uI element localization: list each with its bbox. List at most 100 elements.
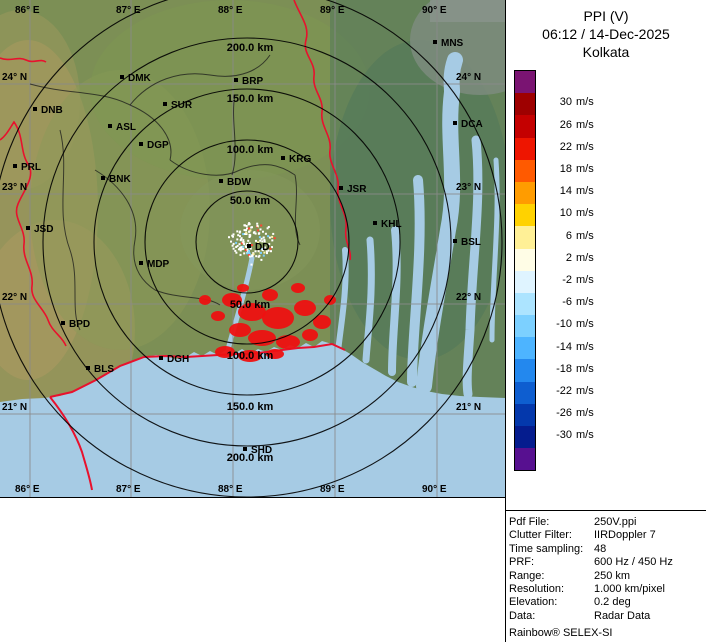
station-marker-BLS [86, 366, 90, 370]
legend-entry: -18 m/s [556, 362, 594, 375]
station-marker-BDW [219, 179, 223, 183]
echo-pixel [260, 224, 263, 227]
station-marker-DGH [159, 356, 163, 360]
info-label: Clutter Filter: [509, 529, 572, 542]
info-row: Resolution: 1.000 km/pixel [509, 583, 704, 596]
range-ring [0, 0, 503, 497]
lon-label-top: 88° E [218, 5, 243, 16]
sea [0, 341, 505, 497]
side-panel: PPI (V) 06:12 / 14-Dec-2025 Kolkata 30 m/… [505, 0, 706, 642]
legend-color-cell [515, 448, 535, 471]
echo-pixel [262, 254, 265, 257]
echo-pixel [234, 249, 237, 252]
echo-pixel [259, 228, 262, 231]
legend-entry: 18 m/s [559, 162, 594, 175]
echo-pixel [242, 245, 244, 248]
station-marker-BNK [101, 176, 105, 180]
info-row: Clutter Filter: IIRDoppler 7 [509, 529, 704, 542]
echo-pixel [260, 258, 263, 261]
info-value: 1.000 km/pixel [594, 583, 665, 596]
echo-pixel [243, 229, 246, 232]
echo-pixel [245, 229, 247, 232]
lat-label-right: 24° N [456, 72, 481, 83]
echo-pixel [236, 244, 239, 247]
legend-color-cell [515, 204, 535, 227]
graticule [0, 0, 505, 497]
echo-pixel [242, 239, 245, 242]
echo-pixel [243, 233, 246, 235]
info-row: Time sampling: 48 [509, 543, 704, 556]
station-label-JSD: JSD [34, 224, 53, 235]
echo-pixel [271, 235, 274, 238]
station-label-DMK: DMK [128, 73, 152, 84]
station-label-MDP: MDP [147, 259, 170, 270]
echo-pixel [260, 237, 263, 240]
lon-label-bottom: 90° E [422, 484, 447, 495]
echo-pixel [268, 236, 271, 239]
lon-label-top: 90° E [422, 5, 447, 16]
range-label-top: 50.0 km [230, 195, 271, 207]
range-ring [144, 139, 350, 345]
echo-pixel [255, 239, 257, 242]
range-label-top: 100.0 km [227, 144, 274, 156]
legend-entry: -2 m/s [562, 273, 594, 286]
station-marker-DNB [33, 107, 37, 111]
echo-pixel [242, 247, 245, 250]
station-label-BSL: BSL [461, 237, 481, 248]
station-label-KHL: KHL [381, 219, 402, 230]
echo-pixel [272, 232, 275, 235]
echo-pixel [267, 235, 270, 238]
station-label-SUR: SUR [171, 100, 193, 111]
echo-pixel [248, 250, 250, 252]
echo-pixel [239, 235, 241, 238]
echo-pixel [241, 248, 243, 251]
station-marker-MNS [433, 40, 437, 44]
station-label-BDW: BDW [227, 177, 251, 188]
echo-pixel [271, 239, 274, 242]
echo-pixel [245, 225, 248, 227]
echo-pixel [266, 227, 269, 230]
station-marker-SUR [163, 102, 167, 106]
echo-pixel [244, 249, 247, 251]
echo-pixel [263, 240, 266, 243]
echo-pixel [270, 250, 272, 253]
range-label-bottom: 150.0 km [227, 401, 274, 413]
info-value: Radar Data [594, 609, 651, 622]
echo-pixel [257, 250, 260, 253]
range-ring [93, 88, 401, 396]
echo-pixel [273, 237, 276, 240]
info-row: PRF: 600 Hz / 450 Hz [509, 556, 704, 569]
echo-pixel [246, 248, 249, 251]
station-marker-KRG [281, 156, 285, 160]
echo-pixel [257, 229, 259, 232]
echo-pixel [258, 254, 261, 257]
station-marker-DD [247, 244, 251, 248]
station-label-BNK: BNK [109, 174, 131, 185]
lat-label-right: 22° N [456, 292, 481, 303]
legend-entry: 10 m/s [559, 207, 594, 220]
legend-color-cell [515, 403, 535, 426]
echo-pixel [252, 253, 255, 256]
station-label-JSR: JSR [347, 184, 367, 195]
legend-color-cell [515, 181, 535, 205]
echo-pixel [261, 240, 264, 243]
station-label-DD: DD [255, 242, 269, 253]
scan-datetime: 06:12 / 14-Dec-2025 [542, 26, 670, 42]
station-label-DGP: DGP [147, 140, 169, 151]
legend-color-cell [515, 292, 535, 316]
echo-pixel [249, 234, 252, 237]
legend-entry: 26 m/s [559, 118, 594, 131]
info-value: 0.2 deg [594, 596, 631, 609]
echo-pixel [263, 251, 266, 254]
echo-pixel [248, 230, 251, 233]
station-marker-KHL [373, 221, 377, 225]
station-label-BLS: BLS [94, 364, 114, 375]
echo-pixel [249, 229, 252, 232]
station-label-DGH: DGH [167, 354, 189, 365]
legend-color-cell [515, 359, 535, 382]
info-label: Pdf File: [509, 516, 550, 528]
echo-pixel [258, 236, 261, 239]
echo-pixel [237, 234, 240, 237]
echo-pixel [238, 243, 241, 246]
legend-color-cell [515, 248, 535, 271]
